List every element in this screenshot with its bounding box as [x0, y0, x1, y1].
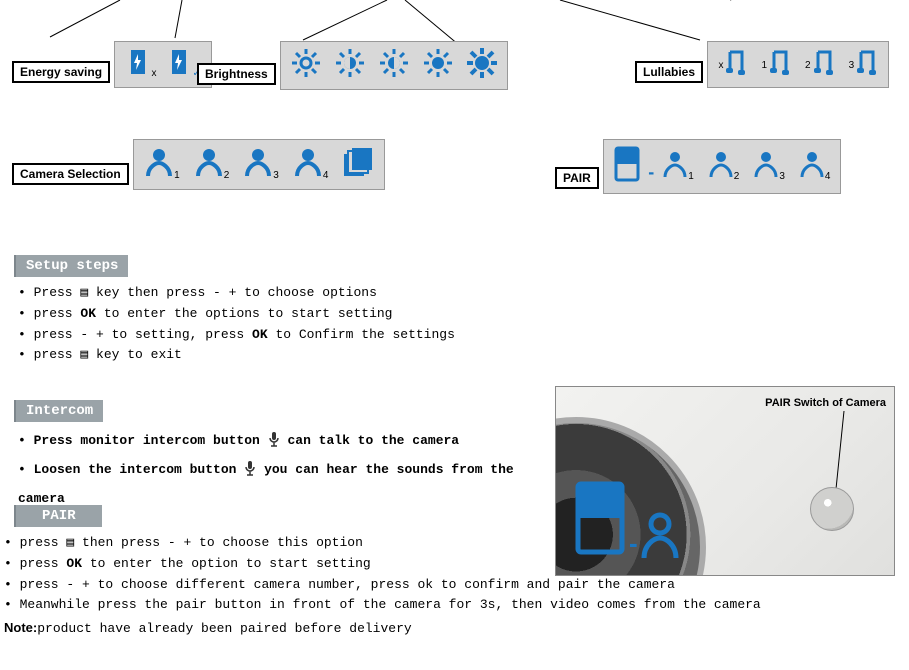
camera-2-icon: 2: [194, 146, 230, 183]
camera-selection-label: Camera Selection: [12, 163, 129, 185]
pair-section-header: PAIR: [14, 505, 102, 527]
pair-camera-1-icon: 1: [662, 149, 694, 184]
pair-camera-3-icon: 3: [753, 149, 785, 184]
camera-cycle-icon: [342, 146, 374, 183]
lullaby-3-icon: 3: [849, 48, 879, 81]
lullaby-2-icon: 2: [805, 48, 835, 81]
pair-illustration-icon: -: [574, 480, 684, 567]
brightness-3-icon: [379, 48, 409, 83]
setup-steps-text: • Press ▤ key then press - + to choose o…: [18, 283, 574, 366]
lullabies-panel: x 1 2 3: [707, 41, 889, 88]
energy-saving-label: Energy saving: [12, 61, 110, 83]
brightness-4-icon: [423, 48, 453, 83]
brightness-5-icon: [467, 48, 497, 83]
lullaby-off-icon: x: [718, 48, 747, 81]
pair-camera-2-icon: 2: [708, 149, 740, 184]
camera-pair-button: [810, 487, 854, 531]
svg-text:-: -: [629, 528, 638, 558]
mic-icon: [268, 431, 280, 457]
lullaby-1-icon: 1: [761, 48, 791, 81]
brightness-panel: [280, 41, 508, 90]
brightness-1-icon: [291, 48, 321, 83]
camera-3-icon: 3: [243, 146, 279, 183]
intercom-text: • Press monitor intercom button can talk…: [18, 428, 554, 512]
camera-4-icon: 4: [293, 146, 329, 183]
pair-label: PAIR: [555, 167, 599, 189]
camera-1-icon: 1: [144, 146, 180, 183]
camera-selection-panel: 1 2 3 4: [133, 139, 385, 190]
brightness-2-icon: [335, 48, 365, 83]
monitor-icon: [614, 146, 640, 187]
intercom-header: Intercom: [14, 400, 103, 422]
pair-panel: - 1 2 3 4: [603, 139, 841, 194]
battery-off-icon: x: [125, 48, 156, 81]
camera-photo: PAIR Switch of Camera -: [555, 386, 895, 576]
brightness-label: Brightness: [197, 63, 276, 85]
pair-dash: -: [648, 162, 654, 183]
lullabies-label: Lullabies: [635, 61, 703, 83]
mic-icon: [244, 460, 256, 486]
pair-note: Note:product have already been paired be…: [4, 620, 894, 636]
setup-steps-header: Setup steps: [14, 255, 128, 277]
battery-on-icon: ✓: [166, 48, 200, 81]
pair-switch-label: PAIR Switch of Camera: [765, 397, 886, 409]
pair-camera-4-icon: 4: [799, 149, 831, 184]
